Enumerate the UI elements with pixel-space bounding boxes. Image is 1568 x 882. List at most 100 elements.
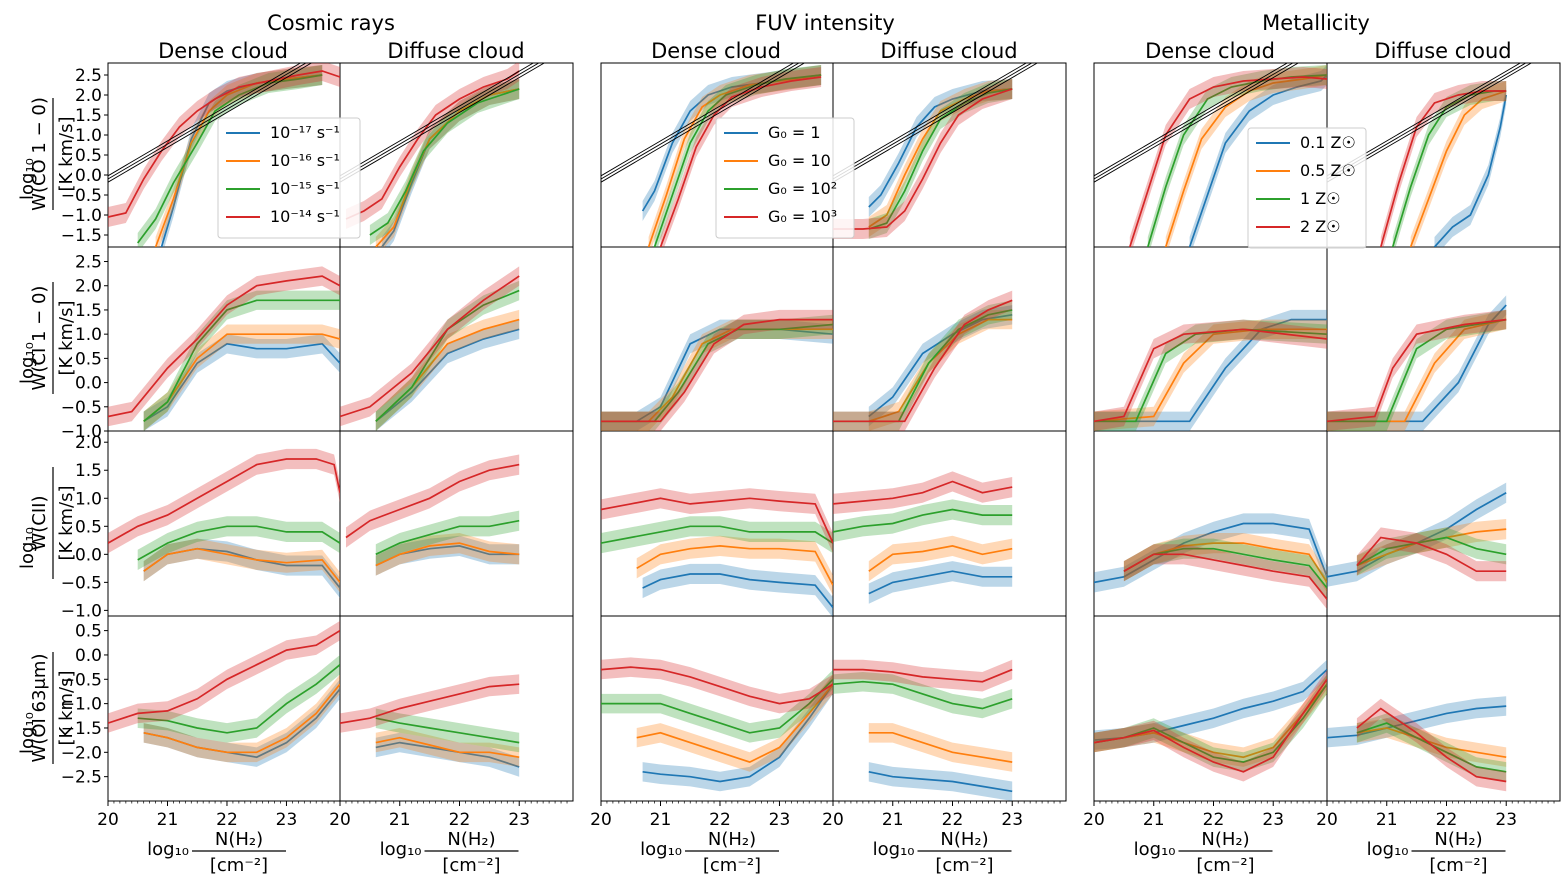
legend-entry: G₀ = 1 [768,123,821,142]
reference-line [601,63,806,183]
x-tick-label: 22 [709,810,731,830]
y-tick-label: 0.5 [75,349,102,369]
ylabel-log-oi: log₁₀ [17,712,38,754]
series-line [868,313,1013,418]
series [833,672,1013,719]
y-tick-label: 1.0 [75,325,102,345]
series-band [868,79,1013,239]
y-tick-label: −2.5 [61,768,102,788]
series-band [1094,513,1327,593]
y-tick-label: 2.0 [75,433,102,453]
series-band [346,454,520,548]
svg-text:[K km/s]: [K km/s] [56,671,77,746]
y-tick-label: 1.5 [75,461,102,481]
x-tick-label: 22 [1436,810,1458,830]
series-line [833,680,1013,710]
x-tick-label: 22 [449,810,471,830]
series-line [642,573,833,609]
series-band [868,723,1013,772]
series [659,67,822,247]
reference-line [601,63,800,180]
series [1433,85,1508,247]
series-line [833,508,1013,533]
x-tick-label: 23 [1001,810,1023,830]
series-band [108,266,340,427]
x-axis-labels: log₁₀ N(H₂) [cm⁻²] log₁₀ N(H₂) [cm⁻²] log₁₀ N(H… [147,829,1506,876]
series [833,79,1013,239]
reference-line [108,63,302,177]
y-tick-label: 0.0 [75,545,102,565]
series-band [108,63,340,227]
series-line [1409,90,1507,247]
legend-entry: G₀ = 10³ [768,207,837,226]
series-line [154,74,323,247]
series [108,448,340,554]
series-line [375,328,520,422]
series-line [1094,522,1327,584]
series [375,319,520,431]
series-band [1129,67,1327,247]
series [868,305,1013,427]
xlabel-num: N(H₂) [1434,829,1482,850]
y-tick-label: 0.5 [75,517,102,537]
xlabel-log: log₁₀ [873,839,915,860]
series [340,266,520,427]
subtitle-met-dense: Dense cloud [1145,39,1275,63]
series-line [601,497,833,544]
series-line [375,741,520,768]
series [108,620,340,733]
series [369,79,520,245]
series [636,674,833,772]
series-line [143,547,340,583]
series-band [1094,674,1327,767]
series [1409,81,1507,247]
series-line [1094,318,1327,423]
series-band [1094,669,1327,782]
series [1356,527,1507,582]
series-line [1356,727,1507,759]
legend-entry: 0.1 Z☉ [1300,133,1356,152]
legend-entry: G₀ = 10² [768,179,837,198]
series-band [137,654,340,743]
reference-lines [340,63,546,183]
series-band [375,535,520,576]
x-tick-label: 21 [389,810,411,830]
series [108,266,340,427]
series-line [340,275,520,418]
reference-lines [601,63,806,183]
series [833,471,1013,514]
series-line [143,299,340,422]
reference-line [1094,63,1300,183]
group-title-metallicity: Metallicity [1262,11,1370,35]
series [1188,65,1327,247]
series-band [1123,544,1327,610]
y-tick-label: 2.5 [75,66,102,86]
series-band [601,669,833,743]
series-line [1123,553,1327,600]
series-band [143,538,340,593]
series-line [108,458,340,544]
series [375,533,520,576]
series [868,561,1013,604]
series [345,63,520,229]
xlabel-den: [cm⁻²] [935,855,993,876]
series-band [1392,81,1507,247]
series [143,334,340,431]
xlabel-den: [cm⁻²] [1429,855,1487,876]
series [601,488,833,554]
subtitle-fuv-dense: Dense cloud [651,39,781,63]
series-band [340,266,520,427]
series [1094,319,1327,431]
y-tick-label: 1.0 [75,126,102,146]
legend-entry: 10⁻¹⁶ s⁻¹ [270,151,340,170]
series-band [161,65,323,247]
subtitle-cr-diffuse: Diffuse cloud [387,39,524,63]
svg-text:W(CO 1 − 0): W(CO 1 − 0) [29,97,50,211]
series-line [1128,76,1327,247]
series-band [601,319,833,431]
reference-line [340,63,546,183]
series-line [1327,705,1507,739]
series [868,309,1013,431]
series [1327,309,1507,431]
series-line [1356,536,1507,567]
